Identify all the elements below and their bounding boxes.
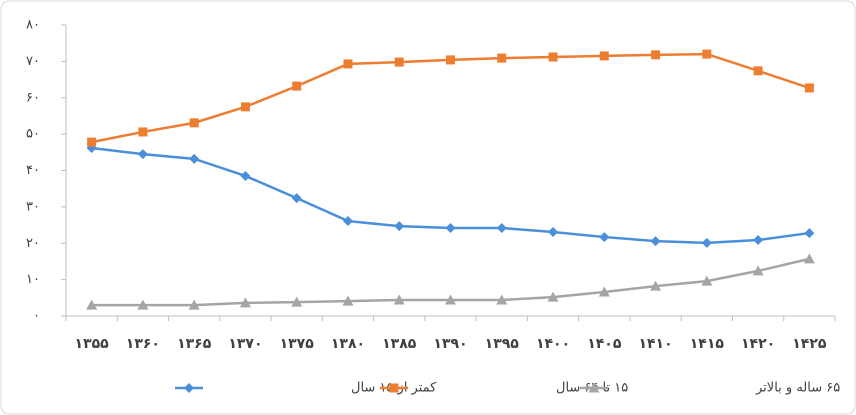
data-point	[599, 232, 610, 243]
data-point	[701, 275, 713, 286]
data-point	[445, 294, 456, 305]
data-point	[342, 295, 354, 306]
data-point	[753, 66, 763, 76]
data-point	[87, 137, 97, 147]
x-tick-label: ۱۳۶۵	[177, 336, 212, 352]
y-tick-label: ۵۰	[26, 127, 40, 142]
y-tick-label: ۴۰	[26, 163, 40, 178]
x-tick-label: ۱۴۱۰	[638, 336, 672, 352]
data-point	[651, 50, 661, 60]
y-tick-label: ۱۰	[26, 272, 40, 287]
data-point	[496, 294, 508, 305]
data-point	[393, 294, 405, 305]
data-point	[496, 222, 507, 233]
data-point	[292, 81, 302, 91]
data-point	[650, 236, 661, 247]
y-tick-label: ۲۰	[26, 236, 40, 251]
data-point	[137, 299, 149, 310]
legend-marker	[184, 383, 194, 393]
data-point	[548, 52, 558, 62]
x-tick-label: ۱۳۸۰	[331, 336, 365, 352]
x-tick-label: ۱۳۶۰	[126, 336, 160, 352]
x-tick-label: ۱۴۰۵	[587, 336, 622, 352]
x-tick-label: ۱۳۷۵	[280, 336, 315, 352]
data-point	[343, 59, 353, 69]
x-tick-label: ۱۴۰۰	[536, 336, 570, 352]
data-point	[394, 221, 405, 232]
data-point	[188, 299, 200, 310]
x-tick-label: ۱۳۹۰	[433, 336, 467, 352]
data-point	[291, 296, 303, 307]
data-point	[548, 226, 559, 237]
data-point	[137, 149, 148, 160]
x-tick-label: ۱۴۲۵	[792, 336, 827, 352]
data-point	[752, 265, 764, 276]
data-point	[240, 170, 251, 181]
data-point	[753, 234, 764, 245]
data-point	[291, 193, 302, 204]
data-point	[240, 102, 250, 112]
data-point	[547, 291, 559, 302]
data-point	[803, 253, 815, 264]
data-point	[342, 216, 353, 227]
data-point	[599, 51, 609, 61]
data-point	[445, 222, 456, 233]
legend-marker	[389, 383, 399, 393]
data-point	[702, 49, 712, 59]
x-tick-label: ۱۳۸۵	[382, 336, 417, 352]
y-tick-label: ۷۰	[26, 54, 40, 69]
x-tick-label: ۱۳۵۵	[75, 336, 110, 352]
data-point	[86, 299, 98, 310]
data-point	[138, 127, 148, 137]
y-tick-label: ۸۰	[26, 18, 40, 33]
data-point	[804, 83, 814, 93]
data-point	[804, 228, 815, 239]
y-tick-label: ۶۰	[26, 90, 40, 105]
data-point	[446, 55, 455, 65]
y-tick-label: ۳۰	[26, 199, 40, 214]
x-tick-label: ۱۳۹۵	[485, 336, 520, 352]
data-point	[189, 153, 200, 164]
legend-label: ۶۵ ساله و بالاتر	[755, 381, 840, 396]
x-tick-label: ۱۴۲۰	[741, 336, 775, 352]
legend-marker	[588, 382, 600, 393]
x-tick-label: ۱۴۱۵	[690, 336, 725, 352]
data-point	[598, 286, 610, 297]
x-tick-label: ۱۳۷۰	[228, 336, 262, 352]
data-point	[394, 57, 404, 67]
data-point	[701, 237, 712, 248]
data-point	[650, 280, 662, 291]
y-tick-label: ۰	[33, 309, 40, 324]
data-point	[239, 297, 251, 308]
data-point	[189, 118, 199, 128]
data-point	[497, 53, 507, 63]
